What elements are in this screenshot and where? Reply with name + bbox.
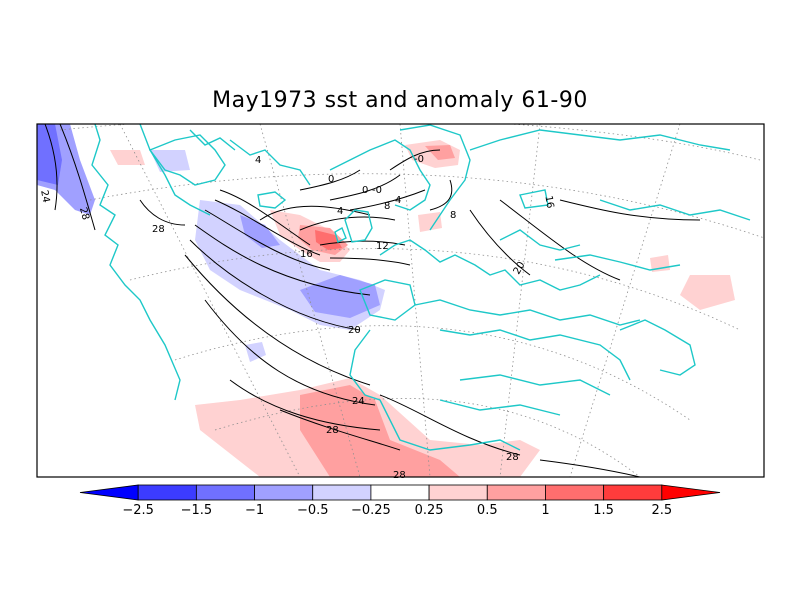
coast-scandinavia	[329, 139, 431, 211]
coast-iceland	[257, 191, 287, 209]
contour-label: 24	[352, 396, 365, 407]
contour-label: 28	[326, 425, 339, 436]
colorbar-swatch	[661, 484, 721, 501]
coast-north-america	[91, 124, 181, 401]
contour-label: 4	[255, 155, 261, 166]
colorbar-tick-label: −1	[245, 503, 264, 518]
contour-label: -0	[372, 185, 382, 196]
contour-label: 20	[348, 325, 361, 336]
contour-label: 4	[395, 195, 401, 206]
colorbar-swatch	[428, 484, 488, 501]
colorbar-swatch	[254, 484, 314, 501]
colorbar-tick-label: −2.5	[122, 503, 154, 518]
colorbar-tick-label: 2.5	[651, 503, 672, 518]
contour-label: 12	[376, 241, 389, 252]
colorbar-tick-label: −0.5	[297, 503, 329, 518]
sst-contours	[44, 124, 701, 477]
coast-greenland	[148, 134, 226, 186]
contour-label: 28	[77, 206, 91, 221]
coast-arabia	[619, 319, 696, 376]
map-frame	[36, 123, 765, 478]
colorbar-swatch	[79, 484, 139, 501]
coast-british-isles	[344, 209, 373, 243]
map-title: May1973 sst and anomaly 61-90	[212, 88, 588, 113]
contour-label: 16	[542, 195, 555, 209]
colorbar-swatch	[312, 484, 372, 501]
contour-label: -0	[414, 154, 424, 165]
graticule	[59, 124, 764, 477]
contour-label: 28	[393, 470, 406, 481]
contour-label: 16	[300, 249, 313, 260]
contour-label: 0	[362, 185, 368, 196]
colorbar-tick-label: 0.25	[415, 503, 444, 518]
coast-europe	[379, 239, 601, 291]
contour-label: 0	[328, 174, 334, 185]
colorbar-swatch	[195, 484, 255, 501]
coast-africa	[349, 329, 521, 451]
colorbar-swatch	[603, 484, 663, 501]
coast-mediterranean	[414, 299, 641, 326]
colorbar-swatch	[137, 484, 197, 501]
colorbar-swatch	[545, 484, 605, 501]
colorbar-tick-label: 1.5	[593, 503, 614, 518]
coastlines	[91, 124, 751, 451]
contour-label: 24	[38, 189, 51, 203]
colorbar-tick-label: 0.5	[477, 503, 498, 518]
contour-label: 28	[152, 224, 165, 235]
colorbar-tick-label: −0.25	[351, 503, 391, 518]
contour-label: 8	[450, 210, 456, 221]
colorbar-tick-label: −1.5	[181, 503, 213, 518]
contour-label: 28	[506, 452, 519, 463]
contour-label: 8	[384, 201, 390, 212]
colorbar-swatch	[370, 484, 430, 501]
contour-label: 4	[337, 206, 343, 217]
colorbar-swatch	[486, 484, 546, 501]
colorbar-tick-label: 1	[541, 503, 549, 518]
